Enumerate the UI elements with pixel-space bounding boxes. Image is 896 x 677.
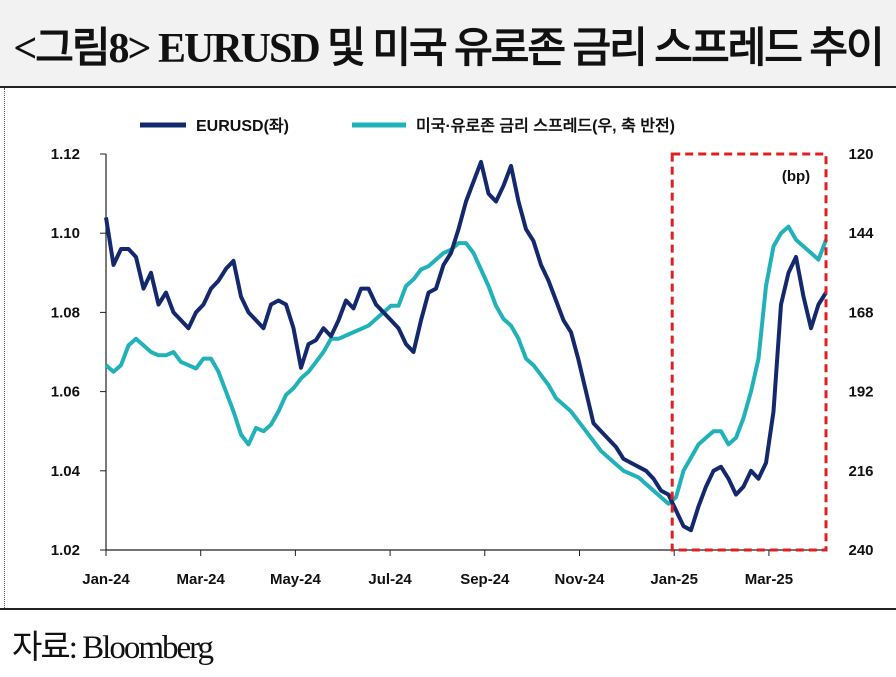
y-left-tick-label: 1.04 [51,463,81,480]
highlight-overlay: (bp) [670,152,828,552]
bottom-rule [0,608,896,610]
right-axis-unit-label: (bp) [782,168,810,185]
x-tick-label: Mar-24 [177,571,226,588]
y-right-tick-label: 168 [848,304,873,321]
y-left-tick-label: 1.06 [51,384,80,401]
left-dotted-rule [4,88,5,608]
eurusd-series-line [104,159,828,533]
x-tick-label: Nov-24 [554,571,605,588]
highlight-box [670,152,828,552]
y-right-tick-label: 240 [848,542,873,559]
legend-label-spread: 미국·유로존 금리 스프레드(우, 축 반전) [416,117,675,135]
y-right-tick-label: 192 [848,384,873,401]
source-note: 자료: Bloomberg [12,630,214,666]
x-tick-label: Jan-24 [82,571,130,588]
title-band: <그림8> EURUSD 및 미국 유로존 금리 스프레드 추이 [0,0,896,88]
x-tick-label: Jan-25 [650,571,698,588]
page-title: <그림8> EURUSD 및 미국 유로존 금리 스프레드 추이 [13,26,884,72]
y-right-tick-label: 120 [848,146,873,163]
y-left-tick-label: 1.02 [51,542,80,559]
x-tick-label: Mar-25 [745,571,793,588]
x-tick-label: May-24 [270,571,322,588]
spread-series-line [104,224,828,506]
x-tick-label: Sep-24 [460,571,510,588]
legend-label-eurusd: EURUSD(좌) [196,117,289,135]
y-right-tick-label: 144 [848,225,874,242]
y-left-tick-label: 1.12 [51,146,80,163]
y-right-tick-label: 216 [848,463,873,480]
chart: EURUSD(좌) 미국·유로존 금리 스프레드(우, 축 반전) 1.121.1… [51,117,874,588]
series-lines [104,159,828,533]
axes: 1.12 1.10 1.08 1.06 1.04 1.02 120 144 168 192 216 2… [51,146,874,588]
y-left-tick-label: 1.08 [51,304,80,321]
y-left-tick-label: 1.10 [51,225,80,242]
legend: EURUSD(좌) 미국·유로존 금리 스프레드(우, 축 반전) [140,117,675,135]
x-tick-label: Jul-24 [368,571,412,588]
